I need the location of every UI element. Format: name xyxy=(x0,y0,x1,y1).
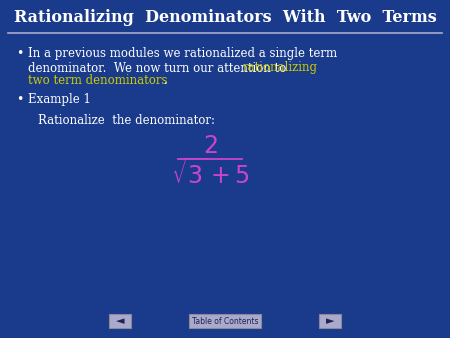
Text: .: . xyxy=(164,74,168,88)
Text: $\sqrt{3}+5$: $\sqrt{3}+5$ xyxy=(171,159,249,189)
FancyBboxPatch shape xyxy=(319,314,341,328)
Text: •: • xyxy=(16,94,23,106)
Text: Example 1: Example 1 xyxy=(28,94,91,106)
Text: In a previous modules we rationalized a single term: In a previous modules we rationalized a … xyxy=(28,48,337,61)
Text: ◄: ◄ xyxy=(116,316,124,326)
Text: denominator.  We now turn our attention to: denominator. We now turn our attention t… xyxy=(28,62,290,74)
FancyBboxPatch shape xyxy=(109,314,131,328)
Text: Rationalizing  Denominators  With  Two  Terms: Rationalizing Denominators With Two Term… xyxy=(14,9,436,26)
Text: two term denominators: two term denominators xyxy=(28,74,167,88)
FancyBboxPatch shape xyxy=(189,314,261,328)
Text: ►: ► xyxy=(326,316,334,326)
Text: Table of Contents: Table of Contents xyxy=(192,316,258,325)
Text: rationalizing: rationalizing xyxy=(243,62,318,74)
Text: Rationalize  the denominator:: Rationalize the denominator: xyxy=(38,114,215,126)
Text: •: • xyxy=(16,48,23,61)
Text: $2$: $2$ xyxy=(202,134,217,158)
